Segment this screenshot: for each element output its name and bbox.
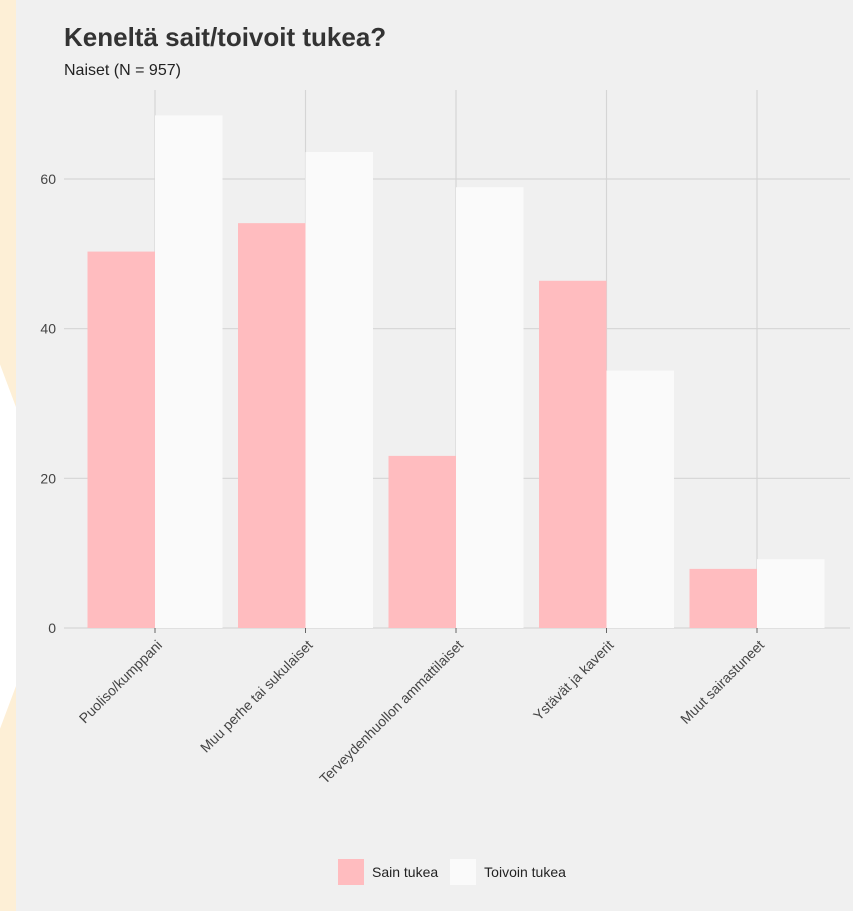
chart-title: Keneltä sait/toivoit tukea? [64,22,387,52]
y-tick-label: 20 [40,470,56,486]
legend-swatch-toivoin-tukea [450,859,477,885]
x-tick-label: Ystävät ja kaverit [530,637,617,724]
bar-sain-tukea [539,280,607,628]
bar-toivoin-tukea [757,559,825,628]
bar-toivoin-tukea [305,152,373,628]
y-tick-label: 60 [40,171,56,187]
chart-subtitle: Naiset (N = 957) [64,62,181,79]
x-tick-label: Muut sairastuneet [677,637,767,727]
legend-label-sain-tukea: Sain tukea [372,864,439,880]
x-tick-label: Terveydenhuollon ammattilaiset [316,637,466,787]
x-tick-label: Puoliso/kumppani [76,637,165,726]
legend-item-sain-tukea: Sain tukea [338,859,438,885]
bar-sain-tukea [689,568,757,628]
legend-swatch-sain-tukea [338,859,364,885]
bar-toivoin-tukea [606,370,674,628]
legend-label-toivoin-tukea: Toivoin tukea [484,864,566,880]
legend-item-toivoin-tukea: Toivoin tukea [450,859,566,885]
y-tick-label: 40 [40,321,56,337]
bar-sain-tukea [87,251,155,629]
bar-sain-tukea [238,223,306,628]
y-tick-label: 0 [48,620,56,636]
x-tick-label: Muu perhe tai sukulaiset [197,637,316,756]
legend: Sain tukea Toivoin tukea [338,858,578,886]
bar-toivoin-tukea [155,115,223,629]
bar-toivoin-tukea [456,187,524,628]
bar-sain-tukea [388,455,456,628]
